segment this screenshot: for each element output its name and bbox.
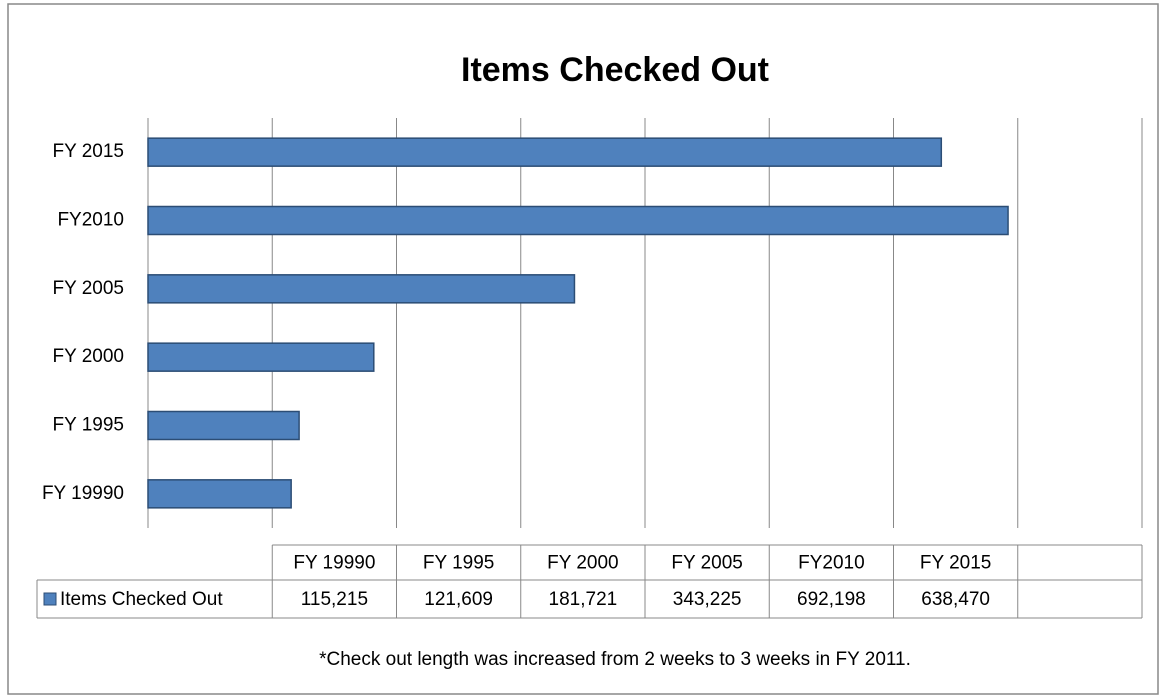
table-header: FY2010 — [798, 553, 865, 574]
bar — [147, 274, 576, 304]
value-label: 638,470 — [921, 589, 990, 610]
bar — [147, 205, 1009, 236]
bar — [147, 479, 292, 509]
legend-label: Items Checked Out — [60, 589, 223, 610]
table-header: FY 19990 — [293, 553, 375, 574]
table-header: FY 2015 — [920, 553, 991, 574]
table-header: FY 2005 — [671, 553, 742, 574]
bar — [147, 137, 943, 167]
value-label: 343,225 — [673, 589, 742, 610]
chart-title: Items Checked Out — [461, 51, 769, 89]
bar — [147, 342, 375, 372]
value-label: 692,198 — [797, 589, 866, 610]
bar — [147, 410, 300, 441]
y-tick-label: FY 2015 — [53, 141, 124, 162]
y-tick-label: FY2010 — [57, 210, 124, 231]
value-label: 121,609 — [424, 589, 493, 610]
value-label: 115,215 — [301, 589, 368, 610]
y-tick-label: FY 2000 — [53, 346, 124, 367]
value-label: 181,721 — [549, 589, 618, 610]
table-header: FY 1995 — [423, 553, 494, 574]
footnote: *Check out length was increased from 2 w… — [319, 649, 911, 670]
y-tick-label: FY 1995 — [53, 415, 124, 436]
y-tick-label: FY 2005 — [53, 278, 124, 299]
y-tick-label: FY 19990 — [42, 483, 124, 504]
table-header: FY 2000 — [547, 553, 618, 574]
legend-key — [43, 592, 57, 606]
